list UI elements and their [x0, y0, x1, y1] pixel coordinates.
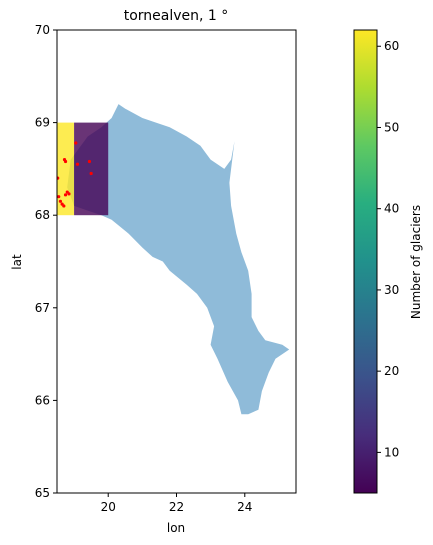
glacier-point — [58, 199, 63, 203]
x-axis-label: lon — [167, 521, 185, 535]
y-axis-label: lat — [10, 254, 24, 270]
glacier-count-cells — [57, 122, 109, 216]
glacier-point — [89, 171, 93, 176]
colorbar-tick-label: 40 — [384, 202, 399, 216]
y-tick-label: 67 — [35, 301, 50, 315]
y-axis-ticks: 65 66 67 68 69 70 — [35, 23, 57, 500]
glacier-point — [57, 176, 60, 180]
glacier-point — [67, 192, 71, 196]
x-axis-ticks: 20 22 24 — [101, 493, 252, 514]
x-tick-label: 20 — [101, 500, 116, 514]
y-tick-label: 68 — [35, 208, 50, 222]
colorbar-ticks: 10 20 30 40 50 60 — [377, 39, 399, 459]
colorbar-tick-label: 50 — [384, 120, 399, 134]
glacier-point — [74, 141, 78, 145]
colorbar-tick-label: 10 — [384, 445, 399, 459]
colorbar-tick-label: 30 — [384, 283, 399, 297]
y-tick-label: 69 — [35, 116, 50, 130]
glacier-point — [87, 159, 92, 164]
glacier-point — [63, 193, 68, 197]
glacier-point — [57, 195, 61, 199]
colorbar-tick-label: 20 — [384, 364, 399, 378]
glacier-point — [62, 204, 66, 208]
glacier-cell-1 — [74, 122, 109, 216]
y-tick-label: 66 — [35, 393, 50, 407]
glacier-points — [57, 141, 93, 208]
x-tick-label: 24 — [237, 500, 252, 514]
x-tick-label: 22 — [169, 500, 184, 514]
glacier-cell-0 — [57, 122, 75, 216]
chart-title: tornealven, 1 ° — [124, 8, 229, 24]
colorbar-label: Number of glaciers — [409, 205, 423, 319]
colorbar — [353, 29, 378, 494]
glacier-point — [75, 162, 80, 166]
colorbar-tick-label: 60 — [384, 39, 399, 53]
y-tick-label: 70 — [35, 23, 50, 37]
basin-polygon — [67, 104, 290, 415]
y-tick-label: 65 — [35, 486, 50, 500]
glacier-point — [63, 159, 68, 164]
plot-area — [57, 104, 290, 415]
